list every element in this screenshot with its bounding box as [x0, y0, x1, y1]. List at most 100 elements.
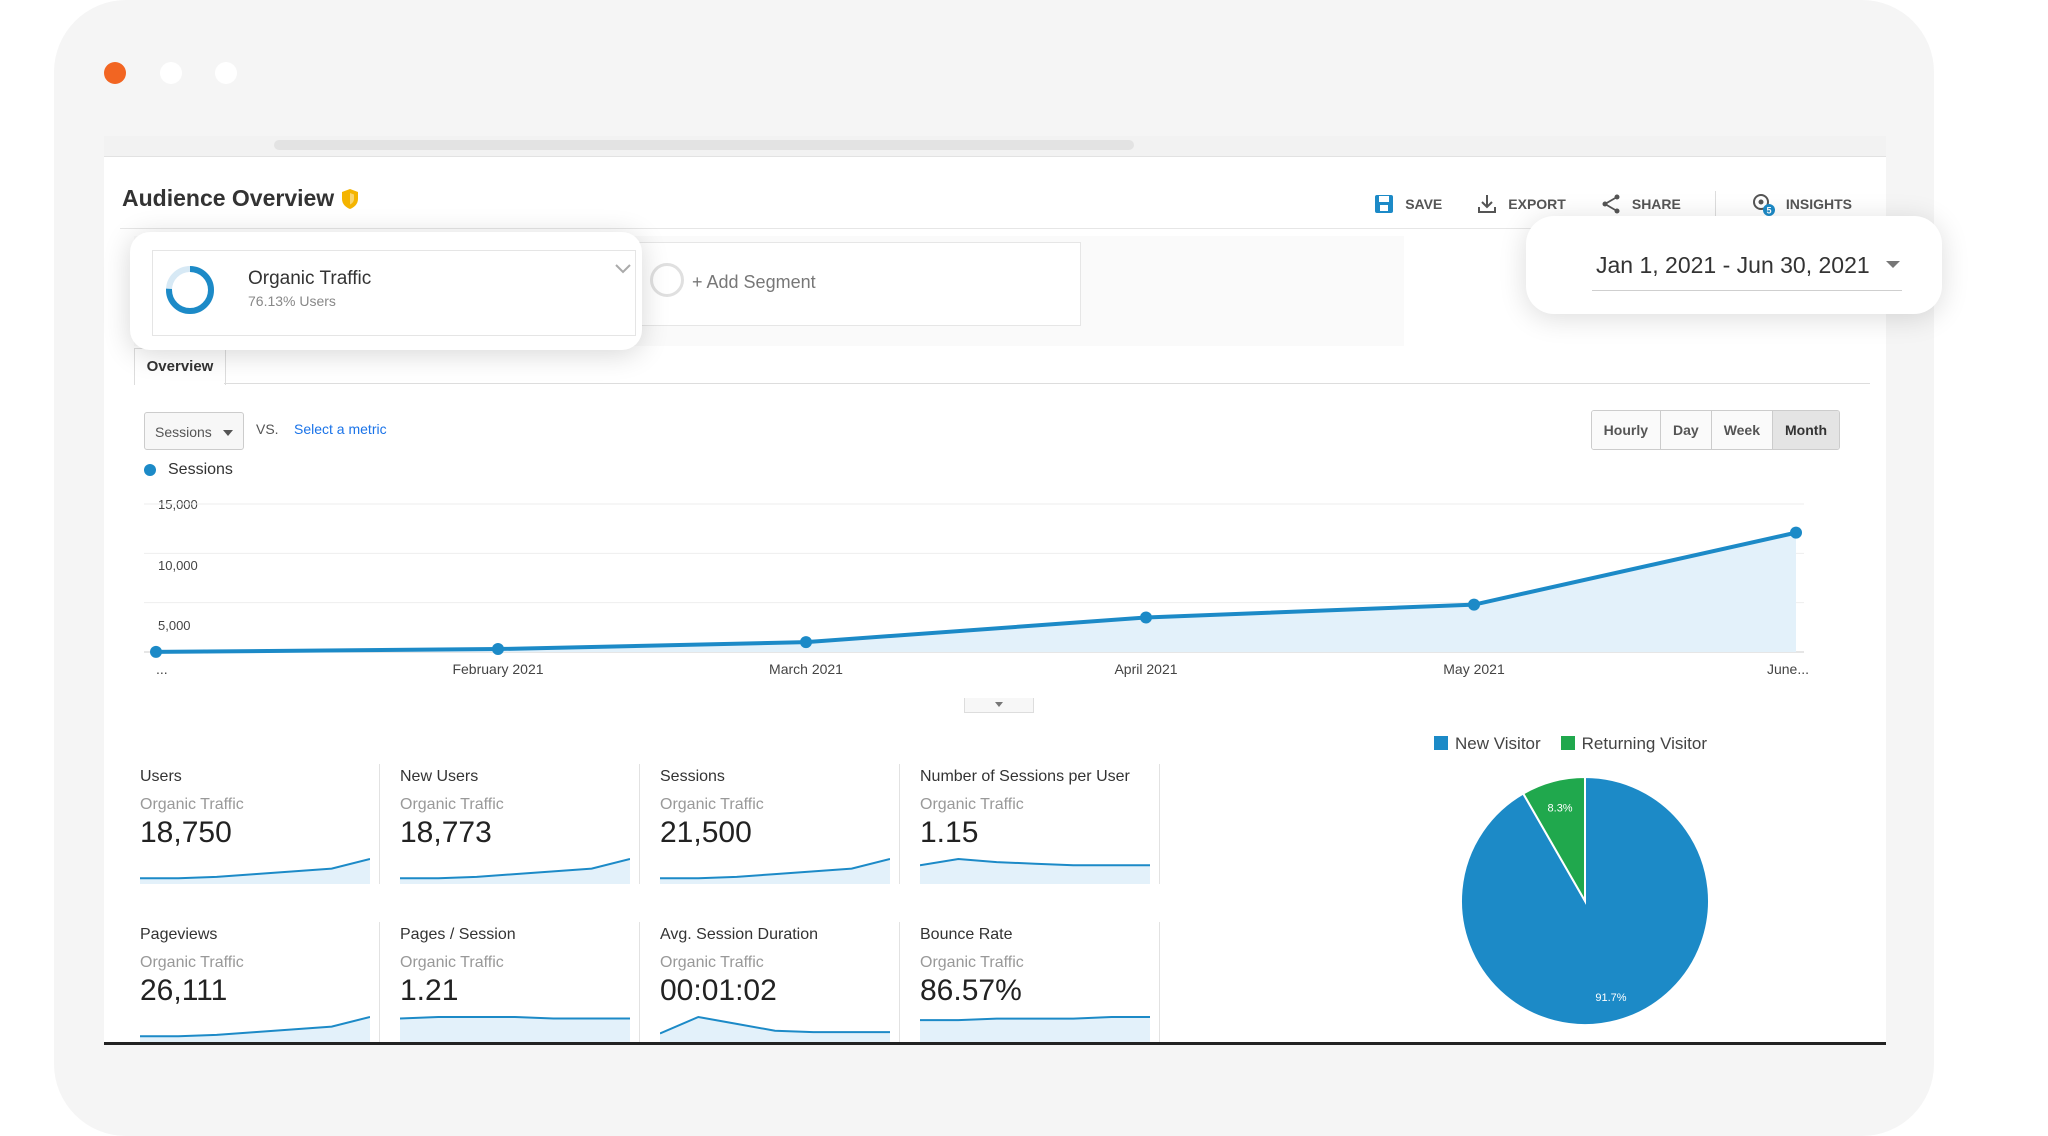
- new-visitor-slice-label: 91.7%: [1595, 992, 1626, 1004]
- sessions-legend-label: Sessions: [168, 461, 233, 478]
- metric-value: 26,111: [140, 974, 228, 1007]
- metric-sparkline: [660, 858, 890, 884]
- tile-divider: [1159, 922, 1160, 1042]
- metric-tile[interactable]: New Users Organic Traffic 18,773: [394, 764, 640, 886]
- new-visitor-swatch: [1434, 736, 1448, 750]
- page-title: Audience Overview: [122, 185, 335, 211]
- sparkline-line: [920, 857, 1150, 867]
- tile-divider: [379, 922, 380, 1042]
- sessions-point: [492, 643, 504, 656]
- metric-segment: Organic Traffic: [920, 954, 1024, 971]
- sparkline-line: [140, 858, 370, 880]
- tile-divider: [379, 764, 380, 884]
- insights-badge: 5: [1766, 206, 1771, 216]
- metric-name: Sessions: [660, 768, 725, 785]
- export-label: EXPORT: [1508, 196, 1566, 212]
- sparkline-area: [400, 859, 630, 884]
- metric-select[interactable]: Sessions: [144, 412, 244, 450]
- metric-value: 18,750: [140, 816, 232, 849]
- metric-value: 86.57%: [920, 974, 1022, 1007]
- close-window-button[interactable]: [104, 62, 126, 84]
- header-actions: SAVE EXPORT SHARE 5 INSIGHTS: [1373, 191, 1852, 217]
- insights-icon: 5: [1752, 194, 1775, 216]
- period-week-button[interactable]: Week: [1711, 411, 1774, 449]
- metric-tile[interactable]: Pages / Session Organic Traffic 1.21: [394, 922, 640, 1042]
- sessions-point: [1468, 598, 1480, 611]
- period-month-button[interactable]: Month: [1773, 411, 1839, 449]
- sparkline-area: [920, 859, 1150, 884]
- select-metric-link[interactable]: Select a metric: [294, 421, 387, 437]
- export-button[interactable]: EXPORT: [1476, 193, 1566, 215]
- metric-tile[interactable]: Bounce Rate Organic Traffic 86.57%: [914, 922, 1160, 1042]
- period-day-button[interactable]: Day: [1661, 411, 1712, 449]
- x-tick-label: May 2021: [1443, 661, 1505, 677]
- segment-card[interactable]: Organic Traffic 76.13% Users: [130, 232, 642, 350]
- chevron-down-icon[interactable]: [614, 262, 632, 276]
- metric-sparkline: [400, 1016, 630, 1042]
- metric-tile[interactable]: Sessions Organic Traffic 21,500: [654, 764, 900, 886]
- metric-tile[interactable]: Number of Sessions per User Organic Traff…: [914, 764, 1160, 886]
- insights-label: INSIGHTS: [1785, 196, 1852, 212]
- date-range-value: Jan 1, 2021 - Jun 30, 2021: [1596, 252, 1870, 278]
- tab-overview[interactable]: Overview: [134, 348, 226, 385]
- segment-ring-icon: [166, 266, 214, 314]
- x-tick-label: February 2021: [452, 661, 543, 677]
- date-range-picker[interactable]: Jan 1, 2021 - Jun 30, 2021: [1526, 216, 1942, 314]
- metric-segment: Organic Traffic: [920, 796, 1024, 813]
- x-tick-label: March 2021: [769, 661, 843, 677]
- shield-icon: [342, 189, 358, 209]
- metric-value: 18,773: [400, 816, 492, 849]
- sessions-line: [155, 530, 1797, 654]
- header-divider: [120, 228, 1870, 229]
- chart-legend: Sessions: [144, 461, 233, 479]
- add-segment-button[interactable]: + Add Segment: [639, 242, 1081, 326]
- sparkline-area: [660, 1017, 890, 1042]
- sparkline-area: [660, 859, 890, 884]
- sparkline-line: [400, 1016, 630, 1020]
- date-range-underline: [1592, 290, 1902, 291]
- share-button[interactable]: SHARE: [1600, 193, 1681, 215]
- x-tick-label: ...: [156, 661, 168, 677]
- x-tick-label: April 2021: [1114, 661, 1177, 677]
- save-icon: [1375, 195, 1394, 213]
- date-dropdown-arrow-icon: [1886, 261, 1900, 268]
- metric-value: 00:01:02: [660, 974, 777, 1007]
- tile-divider: [639, 764, 640, 884]
- dropdown-arrow-icon: [223, 430, 233, 436]
- metric-tile[interactable]: Pageviews Organic Traffic 26,111: [134, 922, 380, 1042]
- metric-segment: Organic Traffic: [660, 954, 764, 971]
- save-button[interactable]: SAVE: [1373, 193, 1442, 215]
- sparkline-line: [660, 1015, 890, 1035]
- tile-divider: [899, 922, 900, 1042]
- metric-value: 1.21: [400, 974, 459, 1007]
- sessions-point: [1140, 611, 1152, 624]
- sparkline-line: [920, 1016, 1150, 1022]
- metric-name: Pageviews: [140, 926, 218, 943]
- metric-name: Number of Sessions per User: [920, 768, 1130, 785]
- y-tick-label: 10,000: [158, 558, 198, 573]
- sparkline-line: [140, 1016, 370, 1038]
- visitor-pie-chart: 91.7% 8.3%: [1460, 775, 1710, 1026]
- metric-value: 1.15: [920, 816, 979, 849]
- pie-legend-new-visitor: New Visitor: [1434, 734, 1541, 754]
- share-label: SHARE: [1631, 196, 1681, 212]
- tab-divider: [224, 383, 1870, 384]
- add-segment-circle-icon: [650, 263, 684, 297]
- add-segment-label: + Add Segment: [692, 272, 816, 292]
- metric-tile[interactable]: Avg. Session Duration Organic Traffic 00:0…: [654, 922, 900, 1042]
- metric-name: Users: [140, 768, 182, 785]
- chart-expand-handle[interactable]: [964, 698, 1034, 713]
- metric-tile[interactable]: Users Organic Traffic 18,750: [134, 764, 380, 886]
- minimize-window-button[interactable]: [160, 62, 182, 84]
- save-label: SAVE: [1405, 196, 1443, 212]
- insights-button[interactable]: 5 INSIGHTS: [1750, 191, 1852, 217]
- vs-label: VS.: [256, 421, 279, 437]
- period-toggle: Hourly Day Week Month: [1590, 410, 1840, 450]
- maximize-window-button[interactable]: [215, 62, 237, 84]
- export-icon: [1478, 195, 1497, 213]
- metric-name: Bounce Rate: [920, 926, 1013, 943]
- sparkline-area: [140, 1017, 370, 1042]
- period-hourly-button[interactable]: Hourly: [1591, 411, 1661, 449]
- tile-divider: [1159, 764, 1160, 884]
- segment-card-inner: [152, 250, 636, 336]
